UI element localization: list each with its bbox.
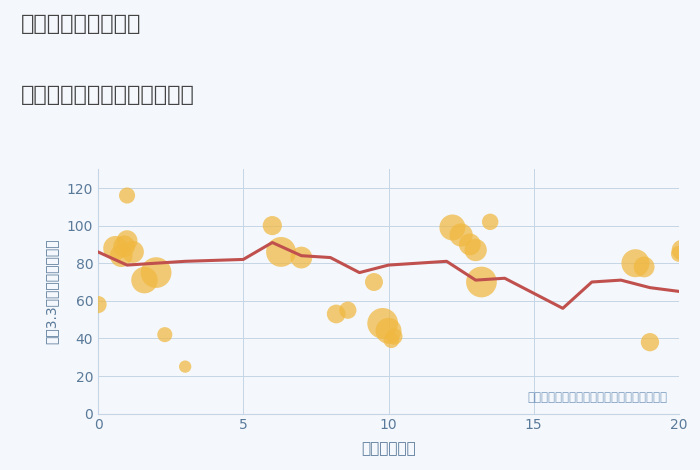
Text: 三重県津市青葉台の: 三重県津市青葉台の — [21, 14, 141, 34]
Point — [127, 248, 139, 256]
Point — [386, 337, 397, 344]
Y-axis label: 坪（3.3㎡）単価（万円）: 坪（3.3㎡）単価（万円） — [44, 239, 58, 344]
Text: 円の大きさは、取引のあった物件面積を示す: 円の大きさは、取引のあった物件面積を示す — [527, 391, 667, 404]
Point — [645, 338, 656, 346]
Point — [484, 218, 496, 226]
Point — [447, 224, 458, 231]
Point — [368, 278, 379, 286]
Point — [377, 320, 388, 327]
Point — [275, 248, 286, 256]
Point — [267, 222, 278, 229]
Point — [470, 246, 482, 254]
Point — [456, 231, 467, 239]
Point — [122, 237, 133, 244]
Point — [476, 278, 487, 286]
Point — [180, 363, 191, 370]
Point — [122, 192, 133, 199]
Point — [673, 250, 685, 258]
Point — [159, 331, 170, 338]
Point — [676, 246, 687, 254]
Point — [342, 306, 354, 314]
Point — [139, 276, 150, 284]
X-axis label: 駅距離（分）: 駅距離（分） — [361, 441, 416, 456]
Point — [630, 259, 641, 267]
Point — [150, 269, 162, 276]
Point — [92, 301, 104, 308]
Point — [638, 263, 650, 271]
Point — [110, 244, 121, 252]
Point — [330, 310, 342, 318]
Text: 駅距離別中古マンション価格: 駅距離別中古マンション価格 — [21, 85, 195, 105]
Point — [118, 243, 130, 250]
Point — [383, 327, 394, 335]
Point — [389, 333, 400, 340]
Point — [296, 254, 307, 261]
Point — [116, 252, 127, 259]
Point — [464, 241, 475, 248]
